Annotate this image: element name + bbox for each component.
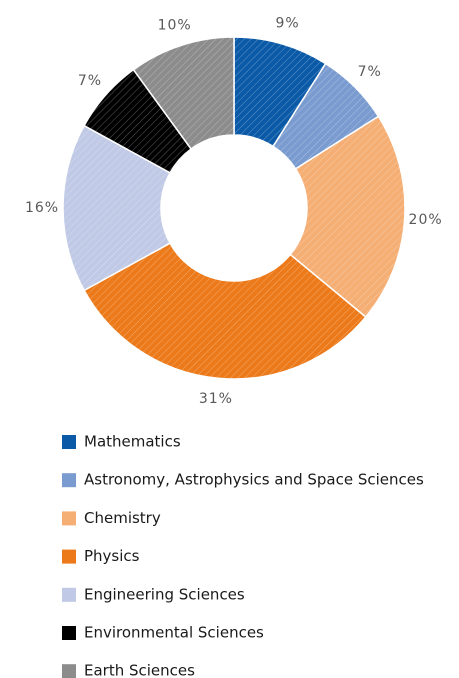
data-label: 7%: [358, 64, 382, 80]
data-label: 31%: [199, 391, 233, 407]
legend-swatch: [62, 664, 76, 678]
legend-swatch: [62, 549, 76, 564]
legend-label: Chemistry: [84, 509, 161, 527]
legend-label: Mathematics: [84, 433, 181, 451]
legend-swatch: [62, 626, 76, 640]
legend-label: Environmental Sciences: [84, 624, 264, 642]
data-label: 16%: [25, 200, 59, 216]
data-label: 10%: [158, 17, 192, 33]
legend-swatch: [62, 473, 76, 488]
legend-label: Earth Sciences: [84, 662, 195, 678]
donut-slice: [132, 36, 235, 150]
legend-swatch: [62, 511, 76, 526]
data-label: 9%: [275, 16, 299, 32]
donut-slice: [62, 124, 172, 292]
donut-slice: [289, 115, 406, 319]
donut-slice: [83, 242, 367, 380]
legend-swatch: [62, 587, 76, 602]
legend-swatch: [62, 435, 76, 449]
data-label: 20%: [409, 212, 443, 228]
legend-label: Astronomy, Astrophysics and Space Scienc…: [84, 471, 424, 489]
data-label: 7%: [78, 73, 102, 89]
legend-label: Physics: [84, 547, 140, 565]
legend-label: Engineering Sciences: [84, 585, 245, 603]
